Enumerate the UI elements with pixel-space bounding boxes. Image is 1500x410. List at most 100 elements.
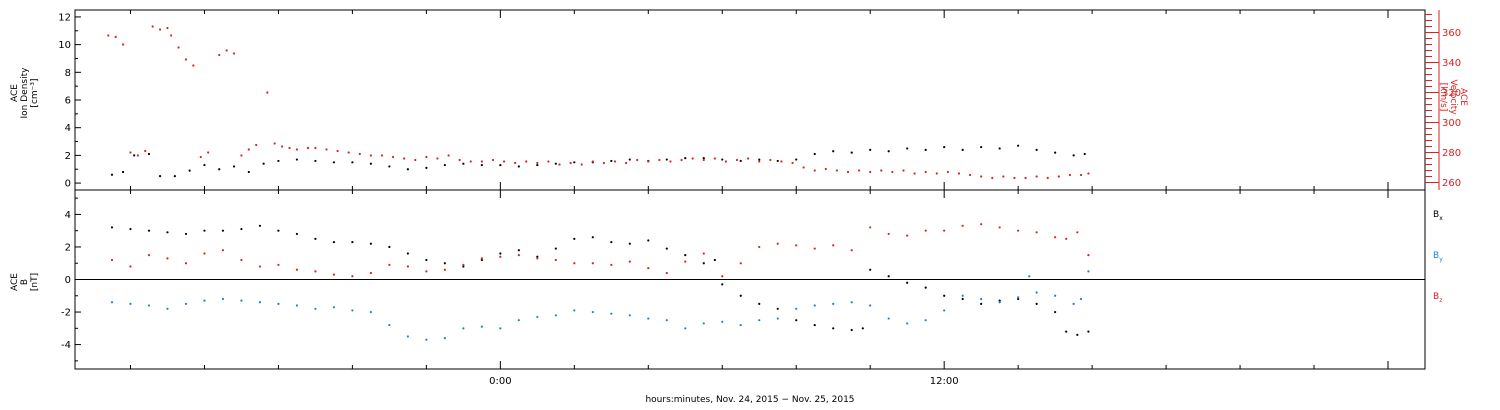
by-point xyxy=(425,338,428,341)
velocity-point xyxy=(347,151,350,154)
x-tick-label: 12:00 xyxy=(930,376,959,387)
by-point xyxy=(221,297,225,301)
by-point xyxy=(739,323,742,327)
bz-point xyxy=(1087,253,1090,257)
bx-point xyxy=(517,249,520,252)
velocity-point xyxy=(266,91,269,94)
velocity-point xyxy=(1002,175,1005,178)
bz-point xyxy=(628,260,631,263)
velocity-point xyxy=(802,166,805,169)
velocity-point xyxy=(273,142,276,145)
by-point xyxy=(832,302,835,306)
density-point xyxy=(721,158,724,161)
velocity-point xyxy=(447,154,450,157)
bx-point xyxy=(665,247,668,250)
velocity-point xyxy=(469,160,472,163)
density-point xyxy=(813,152,816,156)
bx-point xyxy=(813,323,816,327)
bz-point xyxy=(462,263,465,266)
by-point xyxy=(980,297,983,301)
bx-point xyxy=(277,229,280,232)
bx-point xyxy=(702,262,705,265)
bx-point xyxy=(258,224,262,227)
velocity-point xyxy=(391,155,395,159)
by-point xyxy=(295,304,299,307)
y-tick-label-bottom: 4 xyxy=(65,210,71,221)
velocity-point xyxy=(514,161,517,165)
velocity-point xyxy=(691,157,694,160)
velocity-point xyxy=(869,170,872,174)
bx-point xyxy=(924,286,927,289)
by-point xyxy=(536,315,539,319)
by-point xyxy=(665,319,668,322)
bz-point xyxy=(554,258,557,262)
density-point xyxy=(628,158,631,161)
velocity-point xyxy=(458,158,461,162)
bz-point xyxy=(665,271,668,275)
by-point xyxy=(610,312,613,315)
bz-point xyxy=(129,265,132,268)
velocity-point xyxy=(107,34,110,37)
velocity-point xyxy=(758,160,761,163)
density-point xyxy=(665,158,668,161)
bx-point xyxy=(1054,310,1057,314)
density-point xyxy=(906,147,909,150)
bx-point xyxy=(739,294,742,297)
velocity-point xyxy=(1013,176,1016,180)
bx-point xyxy=(713,258,716,262)
by-point xyxy=(943,309,946,312)
velocity-point xyxy=(891,170,894,174)
density-point xyxy=(462,162,465,165)
velocity-point xyxy=(480,160,483,163)
velocity-point xyxy=(1035,175,1038,178)
by-point xyxy=(924,319,927,322)
by-point xyxy=(499,327,502,330)
by-point xyxy=(129,302,132,306)
density-point xyxy=(369,162,372,165)
density-point xyxy=(262,162,265,165)
bx-point xyxy=(166,231,169,234)
density-point xyxy=(610,159,613,163)
velocity-point xyxy=(369,154,372,157)
velocity-point xyxy=(913,172,916,175)
by-point xyxy=(480,325,483,328)
velocity-point xyxy=(591,160,594,163)
by-point xyxy=(369,310,372,314)
velocity-point xyxy=(1068,173,1072,177)
density-point xyxy=(1035,148,1038,151)
bz-point xyxy=(850,249,853,252)
bx-point xyxy=(684,253,687,257)
bx-point xyxy=(943,294,946,297)
velocity-point xyxy=(880,169,883,172)
bx-point xyxy=(240,227,243,231)
bz-point xyxy=(147,253,151,257)
bz-point xyxy=(480,257,483,260)
velocity-point xyxy=(314,146,317,150)
velocity-point xyxy=(425,155,428,159)
bx-point xyxy=(998,299,1001,302)
y-tick-label-bottom: 0 xyxy=(65,275,71,286)
by-point xyxy=(1072,302,1075,306)
density-point xyxy=(188,169,191,172)
bz-point xyxy=(887,232,890,236)
velocity-point xyxy=(166,26,169,30)
by-point xyxy=(406,335,409,338)
bz-point xyxy=(573,262,576,265)
bz-point xyxy=(351,275,354,278)
bx-point xyxy=(221,229,225,232)
bz-point xyxy=(721,275,724,278)
bz-point xyxy=(295,268,299,271)
density-point xyxy=(869,148,872,151)
velocity-point xyxy=(747,157,750,160)
velocity-point xyxy=(281,145,284,148)
velocity-point xyxy=(129,151,132,154)
velocity-point xyxy=(558,163,561,166)
velocity-point xyxy=(647,160,650,163)
velocity-point xyxy=(547,160,550,163)
bz-point xyxy=(1017,229,1020,232)
by-point xyxy=(1028,275,1031,278)
bx-point xyxy=(610,240,613,244)
bx-point xyxy=(314,237,317,240)
density-point xyxy=(1072,154,1075,157)
